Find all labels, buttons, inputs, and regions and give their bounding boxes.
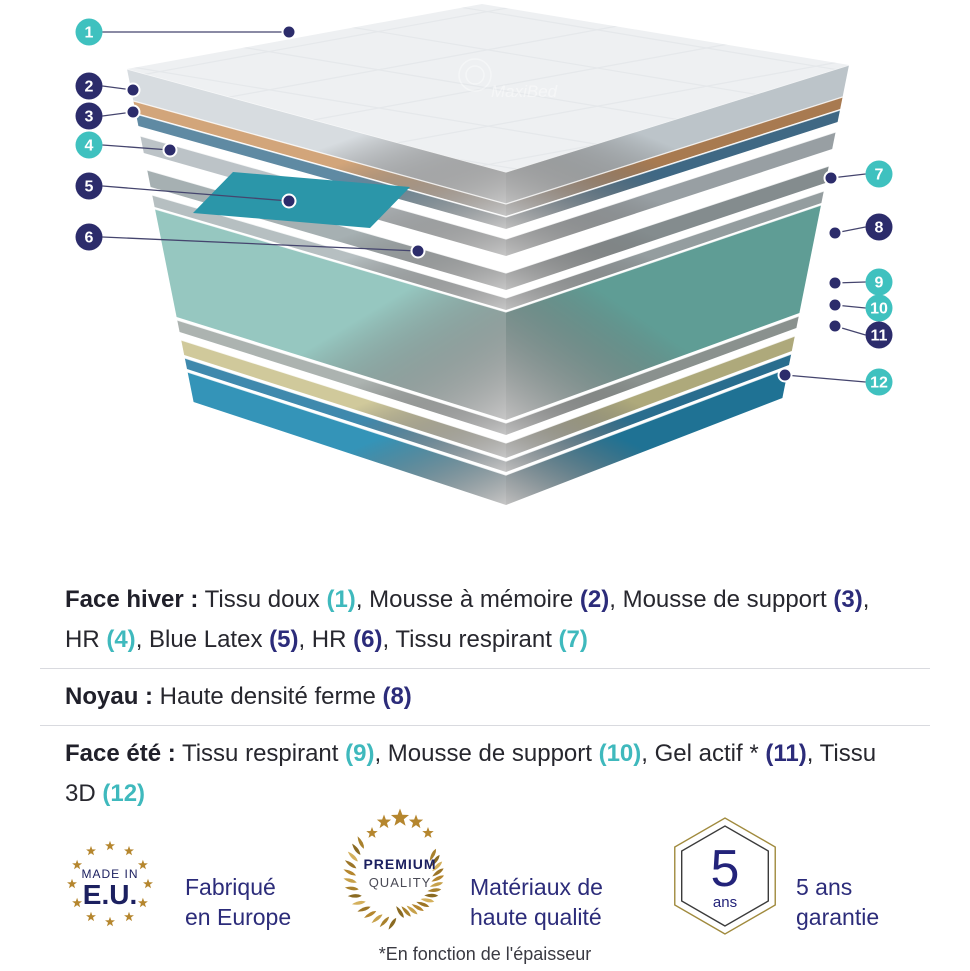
svg-text:8: 8 bbox=[875, 220, 884, 237]
svg-text:11: 11 bbox=[871, 328, 888, 345]
svg-text:ans: ans bbox=[713, 894, 737, 911]
svg-text:1: 1 bbox=[85, 25, 94, 42]
svg-text:9: 9 bbox=[875, 275, 884, 292]
svg-text:QUALITY: QUALITY bbox=[369, 875, 432, 890]
svg-text:5: 5 bbox=[85, 179, 94, 196]
svg-text:MaxiBed: MaxiBed bbox=[491, 82, 558, 101]
svg-text:PREMIUM: PREMIUM bbox=[363, 856, 436, 872]
svg-text:3: 3 bbox=[85, 109, 94, 126]
svg-text:7: 7 bbox=[875, 167, 884, 184]
svg-text:6: 6 bbox=[85, 230, 94, 247]
svg-text:12: 12 bbox=[870, 375, 888, 392]
svg-text:E.U.: E.U. bbox=[83, 879, 137, 910]
svg-text:4: 4 bbox=[85, 138, 94, 155]
svg-text:5: 5 bbox=[711, 840, 740, 898]
svg-text:2: 2 bbox=[85, 79, 94, 96]
svg-text:10: 10 bbox=[870, 301, 888, 318]
